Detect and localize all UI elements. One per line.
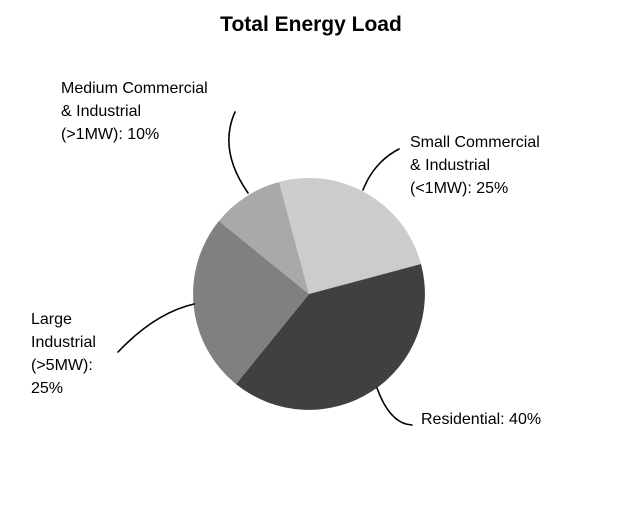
- callout-label-residential: Residential: 40%: [421, 411, 542, 428]
- leader-line-medium-ci: [228, 111, 249, 194]
- pie-slice-medium-commercial-industrial: [218, 182, 309, 294]
- pie-slices: [193, 178, 425, 410]
- callout-label-small-ci: Small Commercial & Industrial (<1MW): 25…: [410, 134, 540, 197]
- pie-slice-residential: [236, 264, 425, 410]
- pie-slice-small-commercial-industrial: [279, 178, 421, 294]
- leader-line-small-ci: [362, 148, 400, 191]
- pie-slice-large-industrial: [193, 221, 309, 385]
- callout-label-large-industrial: Large Industrial (>5MW): 25%: [31, 311, 96, 397]
- leader-line-residential: [376, 387, 413, 426]
- leader-line-large-industrial: [117, 303, 195, 353]
- callout-label-medium-ci: Medium Commercial & Industrial (>1MW): 1…: [61, 80, 208, 143]
- chart-title: Total Energy Load: [220, 13, 402, 36]
